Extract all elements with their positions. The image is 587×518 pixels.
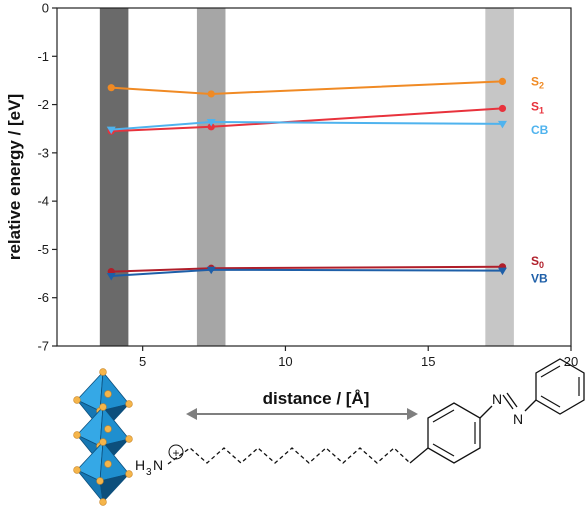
y-axis-label: relative energy / [eV]	[5, 94, 24, 260]
point-s2	[498, 77, 507, 85]
y-tick-label: -3	[37, 145, 49, 160]
octahedron-vertex	[125, 400, 133, 408]
point-cb	[497, 120, 507, 129]
point-s2	[207, 90, 215, 98]
series-label-s2: S2	[531, 74, 544, 90]
octahedron-vertex	[96, 477, 104, 485]
y-tick-label: -1	[37, 49, 49, 64]
octahedron-vertex	[99, 403, 107, 411]
point-cb	[206, 118, 216, 127]
series-line-s1	[111, 107, 503, 133]
octahedron-vertex	[125, 435, 133, 443]
shaded-band-1	[99, 8, 129, 346]
y-tick-label: -7	[37, 339, 49, 354]
y-tick-label: -4	[37, 194, 49, 209]
series-label-subscript: 0	[539, 260, 544, 270]
charge-sign: +	[172, 446, 179, 460]
point-vb	[106, 272, 116, 281]
octahedron-face	[99, 473, 131, 503]
azo-n-1: N	[492, 391, 502, 407]
point-cb	[106, 126, 116, 135]
charge-circle	[168, 444, 184, 460]
series-label-s1: S1	[531, 99, 544, 115]
point-s1	[207, 123, 215, 131]
azo-n-2: N	[513, 411, 523, 427]
x-axis-label: distance / [Å]	[263, 389, 370, 408]
point-s2	[107, 84, 115, 92]
series-label-s0: S0	[531, 254, 544, 270]
point-vb	[497, 267, 507, 276]
series-label-cb: CB	[531, 123, 549, 137]
x-tick-label: 10	[278, 354, 292, 369]
benzene-ring-1	[427, 402, 481, 464]
octahedron-vertex	[99, 368, 107, 376]
series-label-vb: VB	[531, 272, 548, 286]
octahedron-vertex	[104, 425, 112, 433]
perovskite-octahedra-illustration	[73, 368, 133, 506]
shaded-band-2	[196, 8, 226, 346]
octahedron-vertex	[99, 438, 107, 446]
octahedron-vertex	[125, 470, 133, 478]
x-tick-label: 5	[139, 354, 146, 369]
octahedron-vertex	[73, 396, 81, 404]
series-line-s2	[111, 80, 503, 95]
y-tick-label: 0	[42, 1, 49, 16]
x-tick-label: 20	[564, 354, 578, 369]
plot-border	[56, 7, 572, 347]
octahedron-vertex	[73, 466, 81, 474]
benzene-ring-2	[535, 358, 585, 415]
y-tick-label: -2	[37, 97, 49, 112]
amine-subscript: 3	[146, 467, 152, 478]
shaded-band-3	[485, 8, 514, 346]
series-layer	[106, 77, 507, 281]
octahedron-vertex	[104, 390, 112, 398]
point-vb	[206, 266, 216, 275]
amine-n: N	[153, 457, 163, 473]
series-label-subscript: 2	[539, 80, 544, 90]
x-tick-label: 15	[421, 354, 435, 369]
octahedron-vertex	[73, 431, 81, 439]
alkyl-chain	[167, 447, 411, 465]
octahedron-vertex	[99, 498, 107, 506]
y-tick-label: -5	[37, 242, 49, 257]
shaded-bands	[99, 8, 514, 346]
y-tick-label: -6	[37, 290, 49, 305]
organic-spacer-molecule: H 3 N + N N	[135, 358, 585, 478]
plot-frame: 5 10 15 200-1-2-3-4-5-6-7	[37, 1, 578, 370]
octahedron-3	[73, 438, 133, 506]
series-label-subscript: 1	[539, 105, 544, 115]
distance-arrow	[186, 408, 418, 420]
amine-h: H	[135, 457, 145, 473]
point-s1	[498, 104, 507, 113]
octahedron-vertex	[104, 460, 112, 468]
series-labels: S2 S1 CB S0 VB	[531, 74, 549, 285]
